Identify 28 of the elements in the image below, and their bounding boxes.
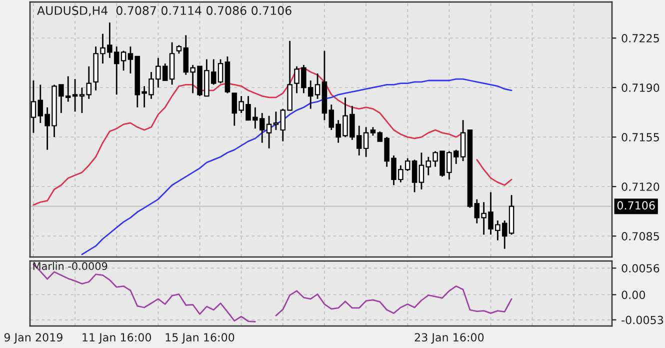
candlestick: [363, 126, 369, 158]
candlestick: [418, 152, 424, 190]
y-tick-label: 0.7120: [622, 182, 660, 191]
candlestick: [218, 58, 224, 84]
y-tick-label: -0.0053: [622, 316, 664, 324]
y-tick-label: 0.00: [622, 290, 646, 300]
y-tick-label: 0.7225: [622, 34, 659, 42]
x-tick-label: 15 Jan 16:00: [166, 333, 234, 344]
x-tick-label: 11 Jan 16:00: [82, 333, 152, 344]
y-tick-label: 0.7190: [622, 84, 660, 92]
y-tick-label: 0.7085: [622, 232, 659, 240]
candlestick: [266, 115, 272, 150]
chart-title: AUDUSD,H4 0.7087 0.7114 0.7086 0.7106: [37, 6, 292, 16]
candlestick: [128, 46, 134, 74]
y-tick-label: 0.0056: [622, 264, 660, 272]
candlestick: [30, 80, 36, 134]
x-tick-label: 9 Jan 2019: [4, 333, 62, 344]
y-tick-label: 0.7155: [622, 133, 659, 142]
candlestick: [120, 50, 126, 72]
candlestick: [72, 78, 78, 112]
candlestick: [79, 86, 85, 114]
x-tick-label: 23 Jan 16:00: [414, 333, 484, 344]
ref-line-label: 0.7106: [617, 201, 655, 210]
line-series: [81, 78, 512, 256]
candlestick: [86, 66, 92, 100]
candlestick: [314, 72, 320, 100]
candlestick: [273, 110, 279, 131]
candlestick: [412, 159, 418, 193]
